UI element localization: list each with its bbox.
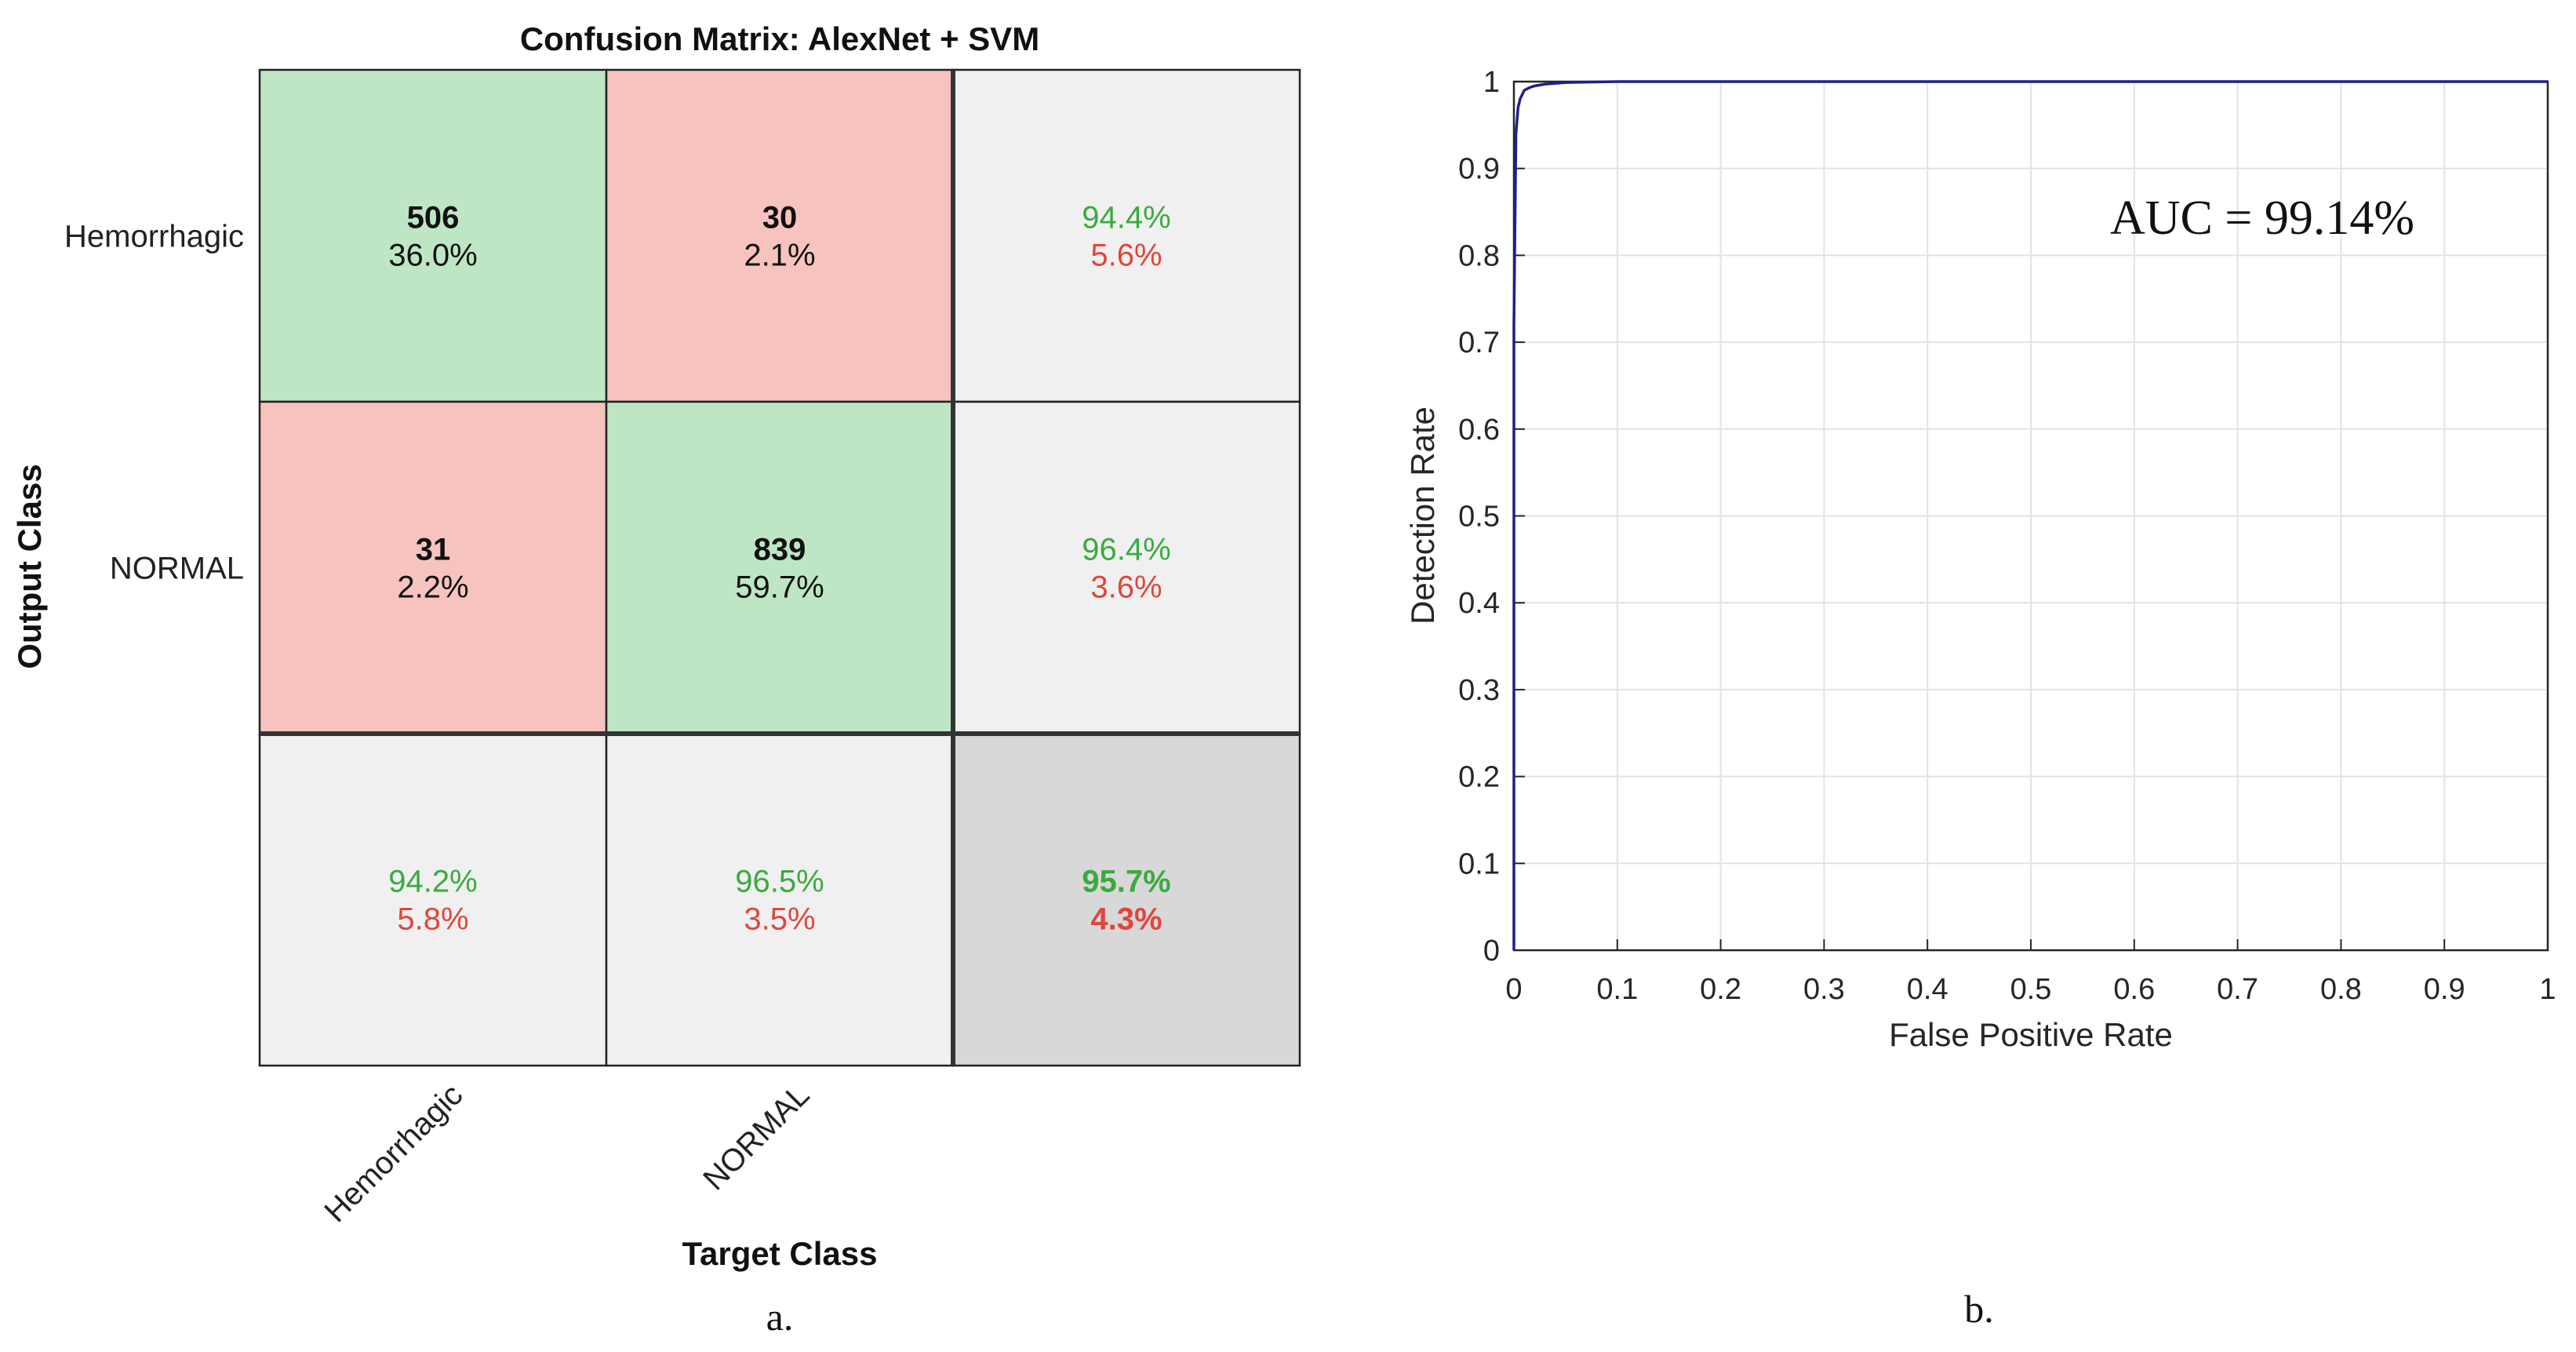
roc-ytick-label: 0.9 <box>1458 153 1500 186</box>
roc-xtick-label: 0.2 <box>1700 973 1741 1006</box>
roc-chart: 0 0.1 0.2 0.3 0.4 0.5 0.6 0.7 0.8 0.9 1 0 0.1 0.2 0.3 0… <box>1404 66 2556 1331</box>
cm-overall-error: 4.3% <box>1090 902 1162 937</box>
cm-row-error-rate: 3.6% <box>1090 570 1162 605</box>
roc-xtick-label: 1 <box>2539 973 2556 1006</box>
roc-ytick-label: 0.3 <box>1458 674 1500 707</box>
cm-row-summary-1 <box>951 400 1301 735</box>
roc-xtick-label: 0.9 <box>2424 973 2465 1006</box>
cm-cell-1-1 <box>605 400 955 735</box>
roc-ytick-label: 0 <box>1483 935 1500 968</box>
cm-cell-count: 839 <box>754 533 806 567</box>
cm-col-summary-1 <box>605 732 955 1067</box>
roc-grid <box>1514 82 2548 950</box>
cm-col-error-rate: 5.8% <box>397 902 468 937</box>
roc-ytick-label: 0.6 <box>1458 414 1500 446</box>
roc-ytick-label: 1 <box>1483 66 1500 99</box>
cm-row-summary-0 <box>951 68 1301 403</box>
cm-cell-percent: 2.2% <box>397 570 468 605</box>
cm-cell-percent: 59.7% <box>735 570 824 605</box>
roc-ticks: 0 0.1 0.2 0.3 0.4 0.5 0.6 0.7 0.8 0.9 1 0 0.1 0.2 0.3 0… <box>1458 66 2556 1006</box>
cm-cell-1-0 <box>258 400 608 735</box>
cm-row-label: NORMAL <box>110 552 244 586</box>
roc-xtick-label: 0.1 <box>1596 973 1638 1006</box>
cm-overall-accuracy: 95.7% <box>1082 865 1170 899</box>
cm-cell-percent: 36.0% <box>388 239 477 273</box>
roc-ytick-label: 0.2 <box>1458 761 1500 794</box>
cm-ylabel: Output Class <box>11 464 48 669</box>
roc-xtick-label: 0.8 <box>2320 973 2362 1006</box>
cm-cell-count: 30 <box>762 201 798 235</box>
cm-col-correct-rate: 96.5% <box>735 865 824 899</box>
cm-caption: a. <box>766 1295 794 1339</box>
cm-cell-0-0 <box>258 68 608 403</box>
cm-row-label: Hemorrhagic <box>64 220 244 254</box>
cm-xlabel: Target Class <box>682 1235 878 1272</box>
confusion-matrix: Confusion Matrix: AlexNet + SVM 506 36.0%… <box>11 20 1301 1339</box>
cm-col-label: NORMAL <box>697 1077 816 1197</box>
roc-xtick-label: 0.4 <box>1907 973 1948 1006</box>
roc-ytick-label: 0.5 <box>1458 501 1500 534</box>
cm-cell-0-1 <box>605 68 955 403</box>
roc-curve-line <box>1512 80 2548 950</box>
roc-ytick-label: 0.4 <box>1458 587 1500 620</box>
cm-col-summary-0 <box>258 732 608 1067</box>
roc-ytick-label: 0.1 <box>1458 847 1500 880</box>
cm-cell-count: 31 <box>416 533 451 567</box>
roc-xtick-label: 0.3 <box>1803 973 1845 1006</box>
roc-xtick-label: 0 <box>1505 973 1522 1006</box>
cm-row-correct-rate: 96.4% <box>1082 533 1170 567</box>
roc-ylabel: Detection Rate <box>1404 406 1441 625</box>
roc-caption: b. <box>1964 1287 1994 1331</box>
cm-row-correct-rate: 94.4% <box>1082 201 1170 235</box>
roc-ytick-label: 0.7 <box>1458 326 1500 359</box>
auc-annotation: AUC = 99.14% <box>2110 191 2414 245</box>
cm-col-correct-rate: 94.2% <box>388 865 477 899</box>
cm-col-error-rate: 3.5% <box>744 902 815 937</box>
cm-cell-percent: 2.1% <box>744 239 815 273</box>
roc-xlabel: False Positive Rate <box>1889 1016 2173 1053</box>
roc-xtick-label: 0.7 <box>2217 973 2258 1006</box>
cm-row-error-rate: 5.6% <box>1090 239 1162 273</box>
cm-cell-overall <box>951 732 1301 1067</box>
roc-xtick-label: 0.6 <box>2113 973 2155 1006</box>
cm-cell-count: 506 <box>407 201 460 235</box>
cm-title: Confusion Matrix: AlexNet + SVM <box>520 20 1039 57</box>
cm-col-label: Hemorrhagic <box>318 1077 469 1229</box>
roc-xtick-label: 0.5 <box>2010 973 2052 1006</box>
roc-ytick-label: 0.8 <box>1458 239 1500 272</box>
